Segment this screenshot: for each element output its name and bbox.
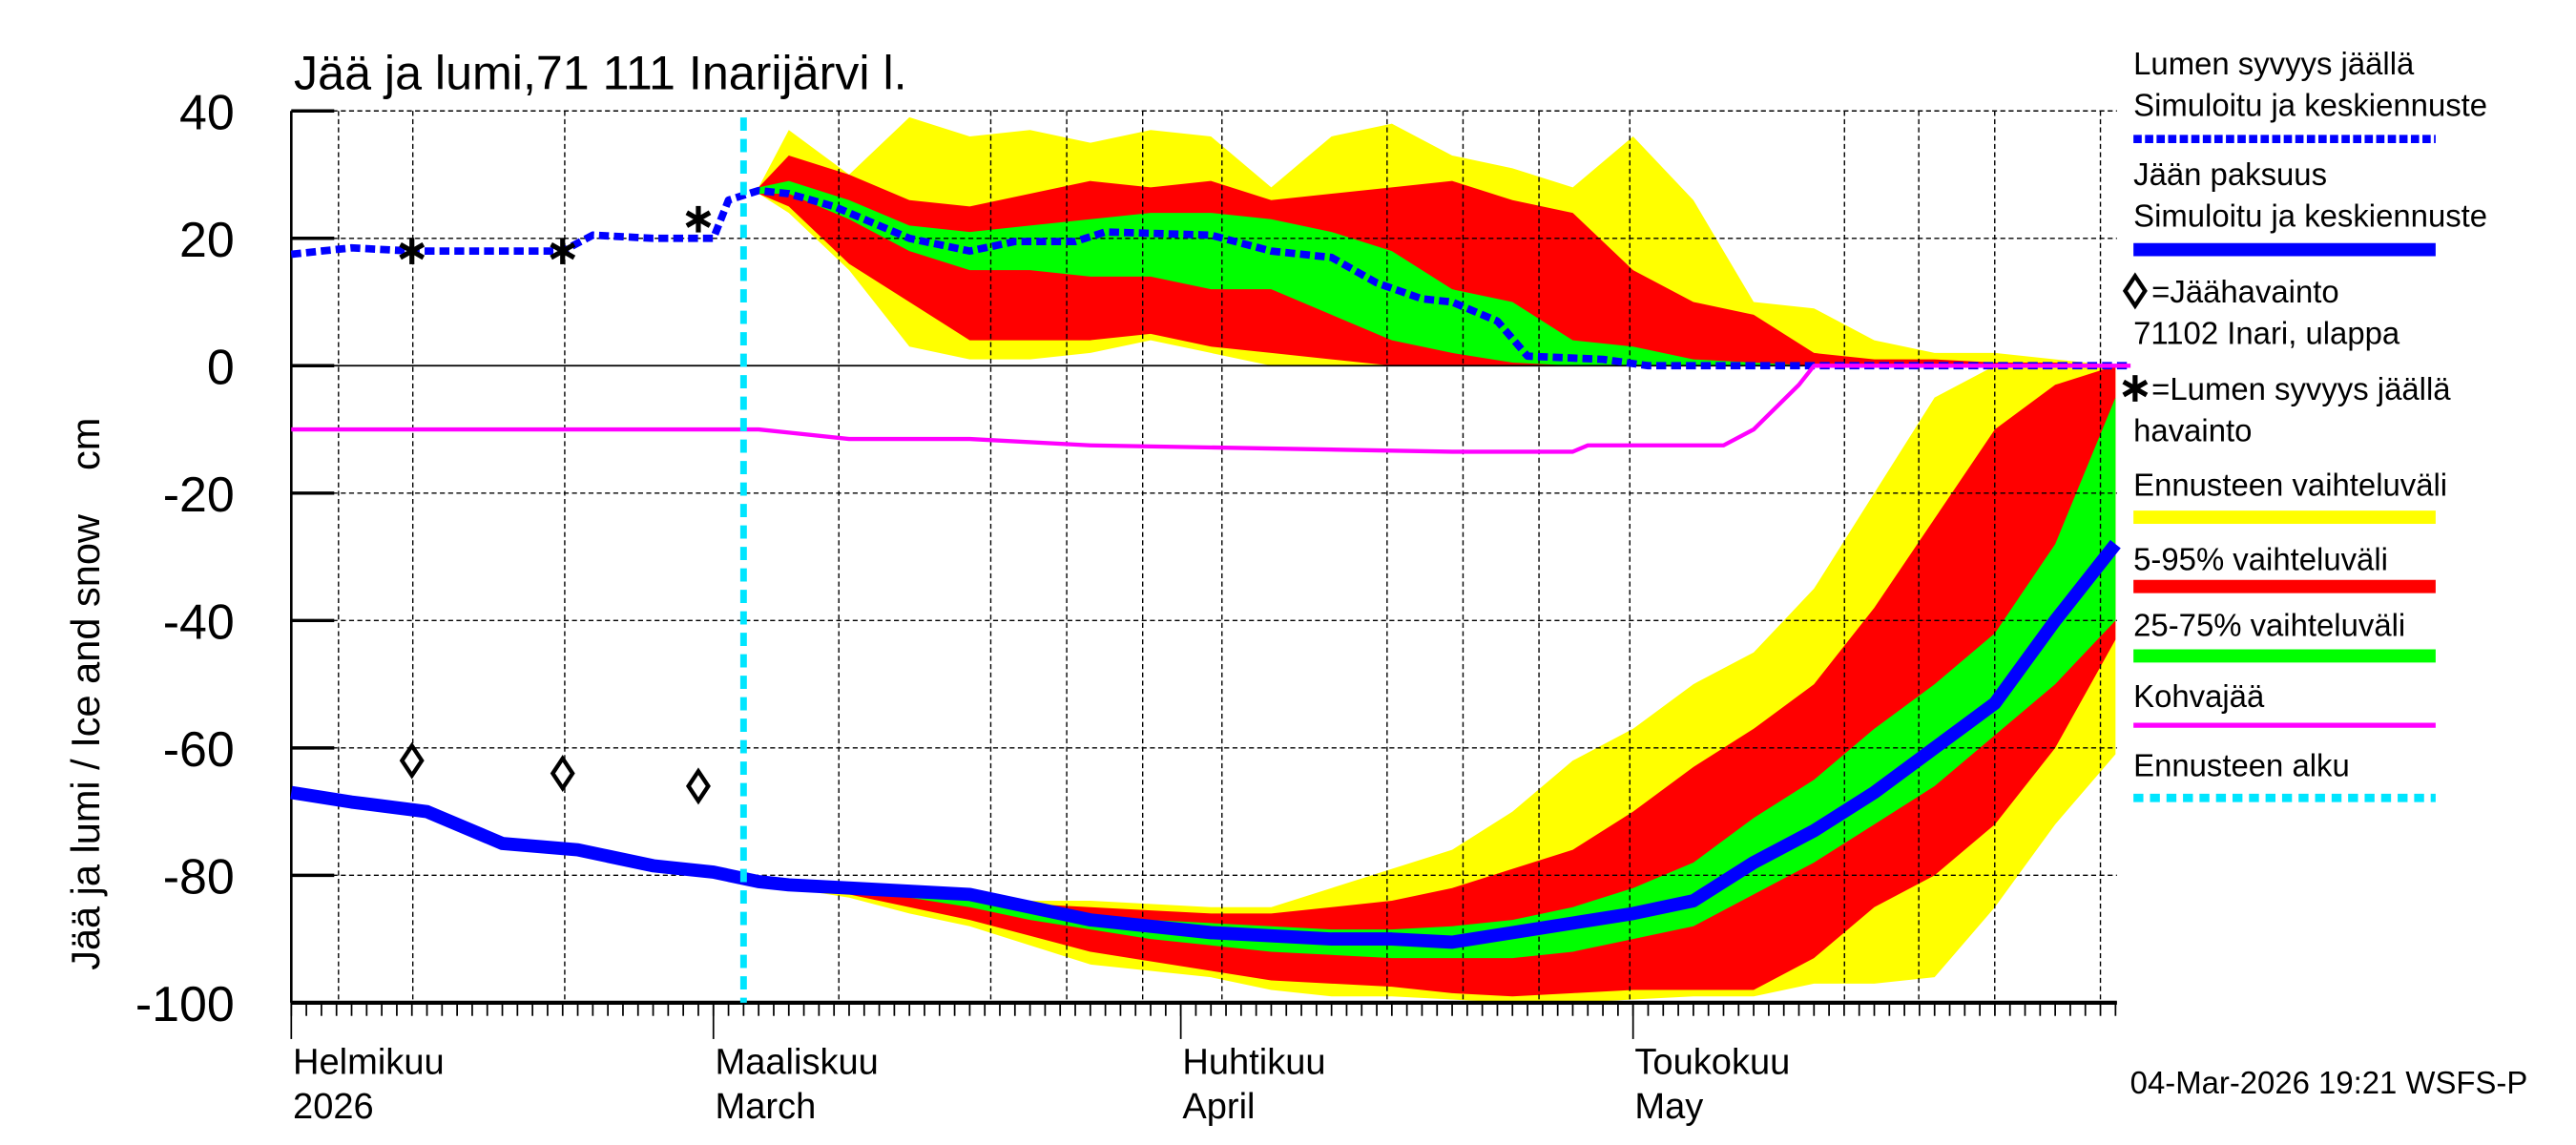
legend-label: 25-75% vaihteluväli [2133,608,2405,643]
legend-star-icon [2122,375,2149,402]
ice-observation-marker [399,741,425,780]
snow-range-5-95-band [758,155,2116,366]
legend-label: havainto [2133,412,2252,448]
slush-line [291,364,2131,454]
legend-label: Jään paksuus [2133,156,2327,192]
y-tick-label: -80 [163,849,235,905]
legend-label: Ennusteen alku [2133,748,2350,783]
y-tick-label: 20 [179,213,235,268]
snow-range-25-75-band [758,180,2116,366]
month-sublabel: May [1634,1087,1703,1127]
legend-item: =Lumen syvyys jäällä havainto [2122,371,2451,448]
legend-item: Kohvajää [2133,678,2436,728]
plot-area: 40 20 0 -20 -40 -60 -80 -100 Helmikuu 2026 Maalisk… [135,85,2131,1127]
legend-item: =Jäähavainto 71102 Inari, ulappa [2122,272,2400,350]
snow-observation-marker [399,238,426,264]
y-tick-label: -40 [163,594,235,650]
month-sublabel: 2026 [293,1087,374,1127]
legend-label: Kohvajää [2133,678,2265,714]
legend-label: =Lumen syvyys jäällä [2151,371,2451,406]
ice-observation-marker [685,767,711,805]
month-label: Toukokuu [1634,1042,1790,1082]
y-tick-label: -60 [163,722,235,778]
y-tick-label: -20 [163,468,235,523]
snow-line [290,186,2131,370]
legend-item: Ennusteen vaihteluväli [2133,468,2447,524]
y-tick-label: 40 [179,85,235,140]
legend-item: Ennusteen alku [2133,748,2436,802]
legend-item: 25-75% vaihteluväli [2133,608,2436,663]
legend-label: Simuloitu ja keskiennuste [2133,198,2487,233]
snow-observation-marker [550,238,576,264]
y-axis-label: Jää ja lumi / Ice and snow cm [63,418,108,970]
y-tick-label: -100 [135,977,235,1032]
legend-label: Simuloitu ja keskiennuste [2133,87,2487,122]
ice-observation-marker [550,755,575,793]
legend-diamond-icon [2122,272,2148,310]
legend-item: Lumen syvyys jäällä Simuloitu ja keskienn… [2133,46,2487,144]
month-label: Maaliskuu [715,1042,878,1082]
legend-label: Lumen syvyys jäällä [2133,46,2415,81]
y-tick-label: 0 [207,340,235,395]
legend-label: 5-95% vaihteluväli [2133,541,2388,576]
month-label: Helmikuu [293,1042,445,1082]
ice-line [290,539,2121,949]
month-sublabel: April [1182,1087,1255,1127]
legend: Lumen syvyys jäällä Simuloitu ja keskienn… [2122,46,2487,802]
month-label: Huhtikuu [1182,1042,1325,1082]
legend-item: 5-95% vaihteluväli [2133,541,2436,593]
legend-label: Ennusteen vaihteluväli [2133,468,2447,503]
month-sublabel: March [715,1087,816,1127]
snow-observation-marker [685,205,712,233]
legend-item: Jään paksuus Simuloitu ja keskiennuste [2133,156,2487,257]
chart-title: Jää ja lumi,71 111 Inarijärvi l. [294,47,907,100]
legend-label: 71102 Inari, ulappa [2133,315,2400,350]
timestamp: 04-Mar-2026 19:21 WSFS-P [2130,1065,2528,1100]
legend-label: =Jäähavainto [2151,274,2339,309]
ice-range-25-75-band [758,397,2116,959]
